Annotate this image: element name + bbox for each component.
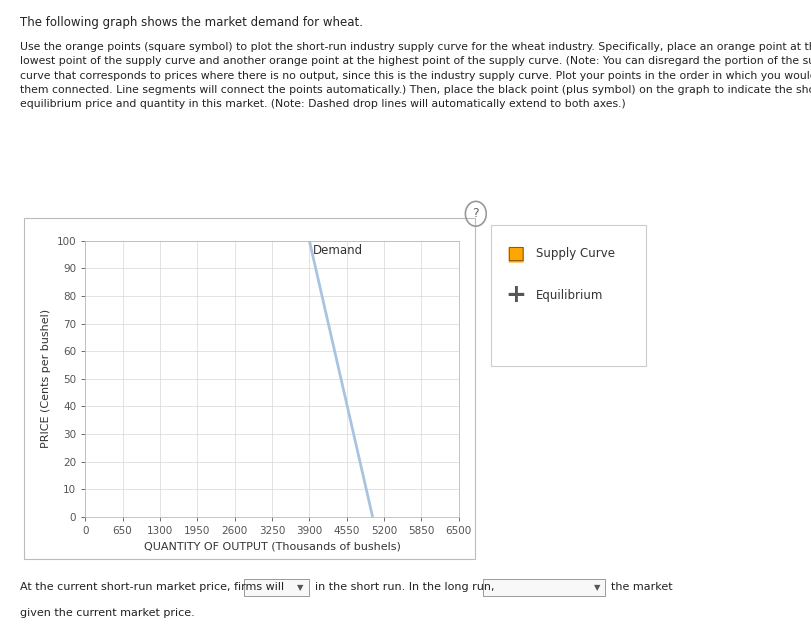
Text: Supply Curve: Supply Curve [535, 247, 614, 260]
Text: Demand: Demand [312, 243, 363, 257]
Text: +: + [504, 283, 526, 308]
Text: Equilibrium: Equilibrium [535, 289, 603, 302]
Text: ▼: ▼ [593, 583, 599, 592]
Y-axis label: PRICE (Cents per bushel): PRICE (Cents per bushel) [41, 309, 51, 448]
Text: □: □ [506, 244, 524, 263]
Text: in the short run. In the long run,: in the short run. In the long run, [315, 582, 494, 593]
Text: Use the orange points (square symbol) to plot the short-run industry supply curv: Use the orange points (square symbol) to… [20, 42, 811, 109]
Text: ■: ■ [506, 244, 524, 263]
Text: ▼: ▼ [297, 583, 303, 592]
Text: ?: ? [472, 207, 478, 220]
X-axis label: QUANTITY OF OUTPUT (Thousands of bushels): QUANTITY OF OUTPUT (Thousands of bushels… [144, 541, 400, 551]
Text: The following graph shows the market demand for wheat.: The following graph shows the market dem… [20, 16, 363, 29]
Text: At the current short-run market price, firms will: At the current short-run market price, f… [20, 582, 284, 593]
Text: the market: the market [611, 582, 672, 593]
Text: given the current market price.: given the current market price. [20, 608, 195, 618]
